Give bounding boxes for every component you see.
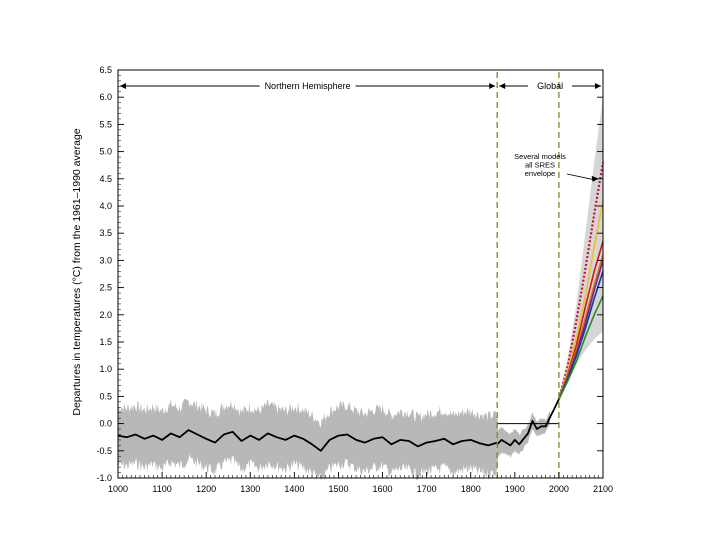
annotation-line-2: envelope: [525, 169, 555, 178]
x-tick-label-7: 1700: [417, 484, 437, 494]
annotation-line-1: all SRES: [525, 161, 555, 170]
y-tick-label-5: 1.5: [99, 337, 112, 347]
y-tick-label-6: 2.0: [99, 310, 112, 320]
uncertainty-band-group: [118, 399, 551, 482]
scenario-line-4: [557, 162, 605, 400]
x-tick-label-2: 1200: [196, 484, 216, 494]
x-tick-label-10: 2000: [549, 484, 569, 494]
x-tick-label-11: 2100: [593, 484, 613, 494]
region-label-1: Global: [537, 81, 563, 91]
sres-envelope-group: [558, 97, 603, 402]
y-tick-label-8: 3.0: [99, 255, 112, 265]
region-arrowhead-right-0: [489, 83, 496, 89]
region-label-group: Northern Hemisphere Global: [120, 81, 601, 91]
y-tick-label-3: 0.5: [99, 391, 112, 401]
y-tick-label-7: 2.5: [99, 283, 112, 293]
region-arrowhead-right-1: [595, 83, 601, 89]
y-tick-label-15: 6.5: [99, 65, 112, 75]
y-tick-label-9: 3.5: [99, 228, 112, 238]
region-label-0: Northern Hemisphere: [265, 81, 351, 91]
y-tick-label-2: 0.0: [99, 419, 112, 429]
x-tick-label-5: 1500: [328, 484, 348, 494]
y-axis-ticks: -1.0 -0.5 0.0 0.5 1.0 1.5 2.0 2.5 3.0 3.5 4.0 4.5 5.…: [96, 65, 603, 483]
x-tick-label-6: 1600: [373, 484, 393, 494]
reconstruction-line: [117, 429, 498, 452]
divider-group: [496, 72, 560, 478]
y-tick-label-0: -1.0: [96, 473, 112, 483]
y-tick-label-10: 4.0: [99, 201, 112, 211]
y-tick-label-13: 5.5: [99, 119, 112, 129]
annotation-line-0: Several models: [514, 152, 566, 161]
y-axis-label: Departures in temperatures (°C) from the…: [71, 128, 83, 415]
y-tick-label-4: 1.0: [99, 364, 112, 374]
x-tick-label-0: 1000: [108, 484, 128, 494]
x-tick-label-3: 1300: [240, 484, 260, 494]
y-tick-label-12: 5.0: [99, 147, 112, 157]
sres-envelope: [558, 97, 603, 402]
x-tick-label-9: 1900: [505, 484, 525, 494]
series-group: [117, 162, 605, 452]
y-tick-label-1: -0.5: [96, 446, 112, 456]
uncertainty-band: [118, 399, 551, 482]
x-tick-label-4: 1400: [284, 484, 304, 494]
y-axis-label-group: Departures in temperatures (°C) from the…: [71, 128, 83, 415]
y-tick-label-11: 4.5: [99, 174, 112, 184]
region-arrowhead-left-1: [499, 83, 506, 89]
x-tick-label-8: 1800: [461, 484, 481, 494]
annotation-arrowhead: [591, 175, 599, 182]
scenario-line-9: [558, 271, 604, 400]
annotation-arrow: [566, 173, 595, 181]
instrumental-line: [496, 398, 560, 447]
x-tick-label-1: 1100: [152, 484, 171, 494]
scenario-line-10: [558, 295, 604, 400]
region-arrowhead-left-0: [120, 83, 126, 89]
x-axis-ticks: 1000 1100 1200 1300 1400 1500 1600 1700 1800 1900…: [108, 472, 613, 494]
y-tick-label-14: 6.0: [99, 92, 112, 102]
